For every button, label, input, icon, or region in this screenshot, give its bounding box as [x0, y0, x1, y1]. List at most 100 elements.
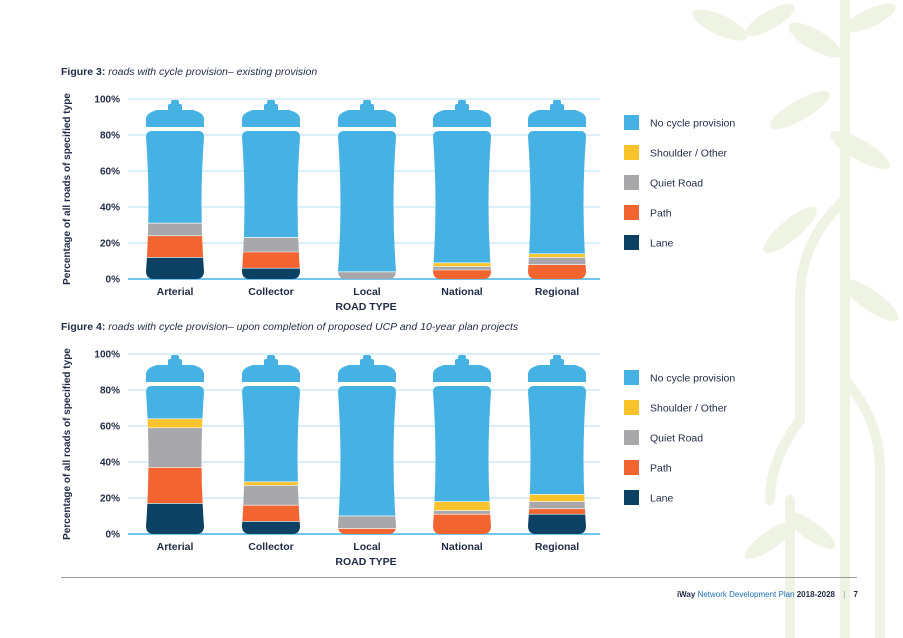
y-tick-label: 60%	[100, 167, 120, 178]
bottle-cap	[242, 365, 300, 382]
x-axis-title: ROAD TYPE	[335, 301, 396, 313]
page-footer: iWay Network Development Plan 2018-2028 …	[677, 590, 858, 599]
legend-swatch	[624, 460, 639, 475]
y-tick-label: 80%	[100, 131, 120, 142]
bar-segment: Arterial – Lane: 12%	[146, 257, 204, 279]
bar-segment: Arterial – Path: 12%	[146, 235, 204, 258]
bottle-nozzle	[360, 104, 374, 111]
bottle-nozzle-tip	[171, 100, 179, 105]
x-tick-label: Local	[353, 286, 381, 298]
bottle-cap	[528, 365, 586, 382]
y-tick-label: 0%	[106, 530, 121, 541]
bottle-nozzle	[168, 359, 182, 366]
bar-segment: Arterial – Quiet Road: 22%	[146, 427, 204, 468]
bar-segment: Collector – Shoulder / Other: 2%	[242, 481, 300, 486]
y-tick-label: 40%	[100, 203, 120, 214]
footer-title: Network Development Plan	[697, 590, 795, 599]
y-axis-title: Percentage of all roads of specified typ…	[62, 348, 73, 540]
bar-segment: Local – Quiet Road: 7%	[338, 516, 396, 529]
bottle-nozzle-tip	[171, 355, 179, 360]
bar-segment: Arterial – Path: 20%	[146, 467, 204, 504]
bar-collector: Collector – Lane: 7%Collector – Path: 9%…	[242, 355, 300, 534]
bottle-nozzle	[550, 359, 564, 366]
bar-segment: Collector – No cycle provision: 77%	[242, 131, 300, 238]
bar-segment: Local – Quiet Road: 4%	[338, 271, 396, 279]
bottle-cap	[146, 365, 204, 382]
bar-arterial: Arterial – Lane: 17%Arterial – Path: 20%…	[146, 355, 204, 534]
bottle-nozzle	[550, 104, 564, 111]
bottle-cap	[528, 110, 586, 127]
legend-swatch	[624, 115, 639, 130]
bar-segment: Collector – Quiet Road: 11%	[242, 485, 300, 506]
bottle-nozzle	[264, 359, 278, 366]
legend-swatch	[624, 490, 639, 505]
bottle-cap	[338, 110, 396, 127]
footer-separator: |	[843, 590, 846, 599]
legend-swatch	[624, 235, 639, 250]
bar-segment: Collector – No cycle provision: 71%	[242, 386, 300, 482]
x-axis-title: ROAD TYPE	[335, 556, 396, 568]
bar-regional: Regional – Lane: 11%Regional – Path: 3% R…	[528, 355, 586, 534]
bar-segment: Regional – Shoulder / Other: 4%	[528, 494, 586, 502]
bar-local: Local – Path: 3%Local – Quiet Road: 7%Lo…	[338, 355, 396, 534]
bar-segment: Arterial – No cycle provision: 69%	[146, 131, 204, 224]
bottle-cap	[242, 110, 300, 127]
legend-label: Lane	[650, 238, 674, 250]
legend-swatch	[624, 175, 639, 190]
x-tick-label: Arterial	[157, 286, 194, 298]
legend-label: Path	[650, 463, 672, 475]
legend-label: Shoulder / Other	[650, 148, 728, 160]
bar-segment: Regional – Shoulder / Other: 2%	[528, 253, 586, 258]
bar-segment: Collector – Lane: 7%	[242, 521, 300, 534]
bottle-nozzle-tip	[363, 100, 371, 105]
bar-segment: National – Quiet Road: 2%	[433, 266, 491, 270]
bar-collector: Collector – Lane: 6%Collector – Path: 9%…	[242, 100, 300, 279]
legend-label: Lane	[650, 493, 674, 505]
legend-label: Quiet Road	[650, 433, 703, 445]
legend-label: No cycle provision	[650, 118, 735, 130]
legend-swatch	[624, 370, 639, 385]
y-tick-label: 40%	[100, 458, 120, 469]
bar-segment: Arterial – Shoulder / Other: 5%	[146, 418, 204, 428]
chart-svg: 0% 20% 40% 60% 80% 100% Percentage of all road…	[62, 348, 735, 568]
bottle-nozzle	[455, 104, 469, 111]
bottle-nozzle	[168, 104, 182, 111]
bottle-nozzle-tip	[267, 355, 275, 360]
bar-segment: National – Path: 5%	[433, 270, 491, 279]
bottle-nozzle-tip	[458, 355, 466, 360]
figure-4-caption: roads with cycle provision– upon complet…	[108, 321, 519, 333]
legend-swatch	[624, 430, 639, 445]
y-tick-label: 60%	[100, 422, 120, 433]
bar-segment: Regional – Path: 3%	[528, 508, 586, 515]
y-tick-label: 100%	[94, 350, 120, 361]
bar-segment: Arterial – No cycle provision: 36%	[146, 386, 204, 419]
figure-4-label: Figure 4:	[61, 321, 106, 333]
legend-swatch	[624, 145, 639, 160]
x-tick-label: Local	[353, 541, 381, 553]
y-tick-label: 80%	[100, 386, 120, 397]
bar-segment: Regional – Lane: 11%	[528, 514, 586, 534]
bar-segment: National – Path: 11%	[433, 514, 491, 534]
bottle-nozzle	[264, 104, 278, 111]
y-tick-label: 100%	[94, 95, 120, 106]
bottle-cap	[338, 365, 396, 382]
bottle-cap	[433, 110, 491, 127]
x-tick-label: Arterial	[157, 541, 194, 553]
figure-3-caption: roads with cycle provision– existing pro…	[108, 66, 318, 78]
bar-local: Local – Quiet Road: 4%Local – No cycle p…	[338, 100, 396, 279]
bar-segment: Regional – No cycle provision: 78%	[528, 386, 586, 495]
x-tick-label: Regional	[535, 541, 579, 553]
bottle-nozzle-tip	[553, 355, 561, 360]
page-number: 7	[853, 590, 858, 599]
figure-4-chart: 0% 20% 40% 60% 80% 100% Percentage of all road…	[0, 333, 903, 583]
bar-segment: National – No cycle provision: 82%	[433, 386, 491, 502]
bar-segment: Collector – Lane: 6%	[242, 268, 300, 279]
bar-segment: National – Shoulder / Other: 5%	[433, 501, 491, 511]
bottle-nozzle-tip	[553, 100, 561, 105]
bar-segment: National – Quiet Road: 2%	[433, 510, 491, 515]
footer-years: 2018-2028	[796, 590, 835, 599]
bar-segment: Local – No cycle provision: 96%	[338, 131, 396, 272]
bar-national: National – Path: 11%National – Quiet Roa…	[433, 355, 491, 534]
bar-segment: Arterial – Quiet Road: 7%	[146, 223, 204, 236]
